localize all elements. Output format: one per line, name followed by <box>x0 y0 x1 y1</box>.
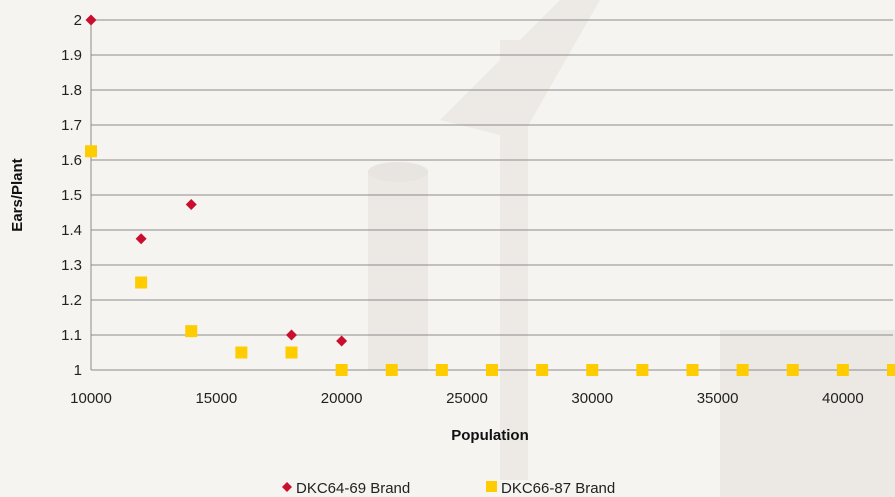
point-dkc66-87 <box>786 364 799 376</box>
point-dkc66-87 <box>285 346 298 359</box>
point-dkc64-69 <box>286 329 297 341</box>
point-dkc64-69 <box>135 233 147 245</box>
data-points <box>85 14 895 376</box>
x-tick-label: 15000 <box>195 390 237 407</box>
point-dkc66-87 <box>185 325 198 338</box>
legend-item-dkc64-69: DKC64-69 Brand <box>282 480 410 497</box>
legend: DKC64-69 Brand DKC66-87 Brand <box>282 480 615 497</box>
x-tick-label: 40000 <box>822 390 864 407</box>
x-tick-label: 30000 <box>571 390 613 407</box>
point-dkc66-87 <box>385 364 398 376</box>
y-tick-label: 1.4 <box>61 222 82 239</box>
legend-label-dkc64-69: DKC64-69 Brand <box>296 480 410 497</box>
point-dkc64-69 <box>185 198 197 210</box>
x-tick-label: 25000 <box>446 390 488 407</box>
legend-diamond-marker <box>282 482 292 492</box>
point-dkc66-87 <box>887 364 895 376</box>
point-dkc66-87 <box>135 276 148 289</box>
y-tick-label: 1.9 <box>61 47 82 64</box>
legend-item-dkc66-87: DKC66-87 Brand <box>486 480 615 497</box>
point-dkc66-87 <box>486 364 498 376</box>
point-dkc64-69 <box>85 14 97 26</box>
point-dkc66-87 <box>636 364 649 376</box>
point-dkc66-87 <box>586 364 599 376</box>
y-tick-label: 1.3 <box>61 257 82 274</box>
point-dkc66-87 <box>686 364 699 376</box>
point-dkc64-69 <box>336 335 348 347</box>
point-dkc66-87 <box>235 346 248 359</box>
x-tick-label: 35000 <box>697 390 739 407</box>
point-dkc66-87 <box>435 364 448 376</box>
legend-square-marker <box>486 481 497 492</box>
y-tick-label: 1.5 <box>61 187 82 204</box>
y-axis-title: Ears/Plant <box>9 158 26 231</box>
legend-label-dkc66-87: DKC66-87 Brand <box>501 480 615 497</box>
y-tick-label: 1.2 <box>61 292 82 309</box>
y-tick-label: 1.1 <box>61 327 82 344</box>
y-tick-label: 1.7 <box>61 117 82 134</box>
point-dkc66-87 <box>335 364 348 376</box>
y-tick-label: 1 <box>74 362 82 379</box>
x-axis-tick-labels: 10000 15000 20000 25000 30000 35000 40000 <box>70 390 864 407</box>
x-tick-label: 20000 <box>321 390 363 407</box>
x-axis-title: Population <box>451 427 529 444</box>
point-dkc66-87 <box>836 364 849 376</box>
y-tick-label: 1.6 <box>61 152 82 169</box>
x-tick-label: 10000 <box>70 390 112 407</box>
point-dkc66-87 <box>85 145 97 158</box>
y-tick-label: 1.8 <box>61 82 82 99</box>
y-axis-tick-labels: 1 1.1 1.2 1.3 1.4 1.5 1.6 1.7 1.8 1.9 2 <box>61 12 82 379</box>
y-tick-label: 2 <box>74 12 82 29</box>
point-dkc66-87 <box>736 364 749 376</box>
point-dkc66-87 <box>536 364 549 376</box>
